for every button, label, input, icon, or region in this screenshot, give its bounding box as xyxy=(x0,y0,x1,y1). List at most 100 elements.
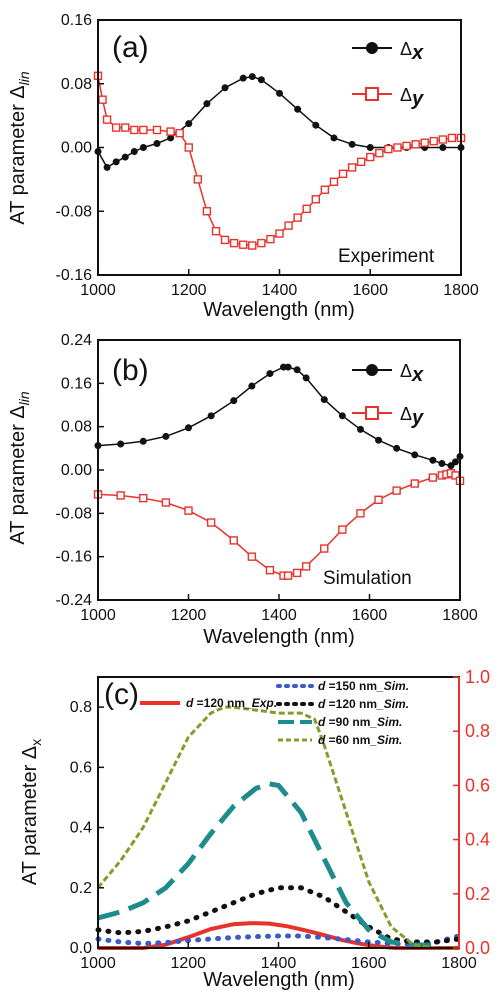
series-0-point xyxy=(320,396,328,404)
series-1-point xyxy=(392,486,401,495)
series-0-point xyxy=(130,147,138,155)
series-1-point xyxy=(420,138,429,147)
series-1-point xyxy=(266,234,275,244)
series-1-point xyxy=(166,127,175,136)
legend-marker-dy xyxy=(365,406,379,420)
series-1-point xyxy=(347,163,357,172)
series-0-point xyxy=(302,374,310,382)
panel-c-plot-area xyxy=(95,705,462,950)
series-0-point xyxy=(117,440,125,448)
series-0-point xyxy=(294,105,302,113)
x-tick-label: 1000 xyxy=(80,955,116,972)
series-1-point xyxy=(283,571,293,580)
legend-label-sim-150: d =150 nm_Sim. xyxy=(318,679,409,693)
legend-label-sim-60: d =60 nm_Sim. xyxy=(318,733,402,747)
panel-a-annotation: Experiment xyxy=(338,246,435,267)
series-0-point xyxy=(248,73,256,81)
series-1-point xyxy=(356,157,366,167)
legend-label-dx: Δx xyxy=(400,361,424,386)
series-1-point xyxy=(139,493,148,503)
y-tick-label: 0.08 xyxy=(61,76,92,93)
series-0-point xyxy=(366,144,374,151)
series-1-point xyxy=(320,544,329,553)
series-0-point xyxy=(248,382,256,390)
legend-marker-dx xyxy=(366,42,378,54)
series-0-point xyxy=(257,76,265,84)
series-1-point xyxy=(257,238,266,248)
series-1-point xyxy=(193,175,203,184)
series-1-point xyxy=(161,498,171,507)
y-right-tick-label: 0.0 xyxy=(465,938,490,958)
series-1-point xyxy=(311,195,320,204)
x-tick-label: 1800 xyxy=(441,955,477,972)
series-1-point xyxy=(206,518,216,527)
series-0-point xyxy=(185,424,192,432)
series-0-point xyxy=(153,140,161,148)
y-right-tick-label: 0.8 xyxy=(465,721,490,741)
series-0-point xyxy=(185,120,193,128)
series-0-point xyxy=(293,366,301,374)
series-1-point xyxy=(451,471,460,480)
series-1-point xyxy=(175,128,184,138)
series-1-point xyxy=(265,566,275,575)
series-1-point xyxy=(211,226,221,236)
series-0-point xyxy=(393,444,401,452)
x-tick-label: 1200 xyxy=(170,955,206,972)
series-1-point xyxy=(121,123,130,132)
y-tick-label: 0.16 xyxy=(61,375,92,392)
series-1-point xyxy=(428,473,438,482)
series-1-point xyxy=(275,229,284,238)
series-3-line xyxy=(97,781,437,948)
series-2-line xyxy=(95,885,462,945)
series-1-point xyxy=(375,148,384,158)
series-1-point xyxy=(393,143,402,152)
panel-b-x-axis-label: Wavelength (nm) xyxy=(203,626,355,648)
x-tick-label: 1200 xyxy=(171,282,207,299)
x-tick-label: 1000 xyxy=(80,607,116,624)
legend-label-exp-120: d =120 nm_Exp. xyxy=(186,696,277,710)
panel-b-label: (b) xyxy=(112,354,149,387)
series-1-point xyxy=(229,238,239,248)
series-0-point xyxy=(103,163,111,171)
series-0-point xyxy=(284,363,292,371)
series-1-point xyxy=(139,125,148,135)
series-1-point xyxy=(329,177,339,186)
series-1-point xyxy=(116,491,125,500)
series-1-point xyxy=(293,213,302,222)
series-4-line xyxy=(96,705,459,950)
series-1-point xyxy=(302,204,311,214)
panel-b-plot-area xyxy=(93,363,465,580)
legend-label-sim-90: d =90 nm_Sim. xyxy=(318,715,402,729)
panel-a: (a) Experiment Wavelength (nm) AT parame… xyxy=(7,12,479,321)
x-tick-label: 1200 xyxy=(171,607,207,624)
series-1-point xyxy=(130,125,139,135)
series-0-point xyxy=(451,458,459,466)
y-right-tick-label: 1.0 xyxy=(465,667,490,687)
legend-label-sim-120: d =120 nm_Sim. xyxy=(318,697,409,711)
legend-label-dx: Δx xyxy=(400,39,424,64)
series-1-point xyxy=(301,562,311,571)
series-1-point xyxy=(402,141,411,151)
y-tick-label: 0.0 xyxy=(70,940,92,957)
legend-marker-dx xyxy=(366,364,378,376)
series-0-point xyxy=(167,134,175,142)
series-1-point xyxy=(248,241,257,250)
series-1-point xyxy=(184,506,193,515)
series-1-point xyxy=(102,115,112,124)
series-0-point xyxy=(439,144,447,151)
panel-b-y-axis-label: AT parameter Δlin xyxy=(7,391,32,545)
x-tick-label: 1600 xyxy=(351,955,387,972)
series-1-point xyxy=(374,495,383,504)
panel-c-legend: d =120 nm_Exp. d =150 nm_Sim. d =120 nm_… xyxy=(140,679,409,747)
series-1-point xyxy=(338,169,348,178)
y-tick-label: -0.16 xyxy=(56,549,93,566)
series-0-point xyxy=(429,456,437,464)
series-0-point xyxy=(203,100,211,108)
series-0-point xyxy=(348,140,356,148)
y-tick-label: 0.24 xyxy=(61,332,92,349)
y-tick-label: -0.08 xyxy=(56,203,93,220)
panel-b-legend: Δx Δy xyxy=(352,361,424,429)
panel-b: (b) Simulation Wavelength (nm) AT parame… xyxy=(7,332,478,648)
series-1-point xyxy=(152,125,162,135)
